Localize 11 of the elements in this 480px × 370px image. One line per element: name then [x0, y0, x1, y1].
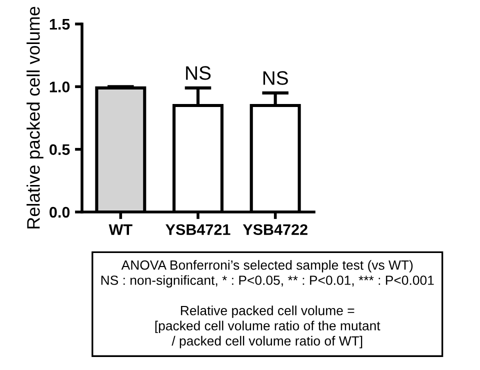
text: ANOVA Bonferroni’s selected sample test (vs WT) NS : non-significant, * : P<0.05, ** : P<0.01, *** : P<0.001 Relative packed cell volume = [packed cell volume ratio of the mutant / packed cell volume ratio of WT]: [101, 260, 434, 348]
annotation: NS: [186, 66, 211, 80]
annotation: NS: [263, 71, 288, 85]
y-tick-label: 1.5: [50, 19, 70, 30]
x-tick-label: WT: [108, 224, 132, 235]
y-axis-title: Relative packed cell volume: [26, 6, 44, 228]
y-tick-label: 1.0: [50, 82, 70, 92]
y-tick-label: 0.0: [50, 206, 70, 218]
x-tick-label: YSB4721: [166, 224, 230, 236]
x-tick-label: YSB4722: [242, 224, 308, 236]
y-tick-label: 0.5: [50, 144, 70, 156]
